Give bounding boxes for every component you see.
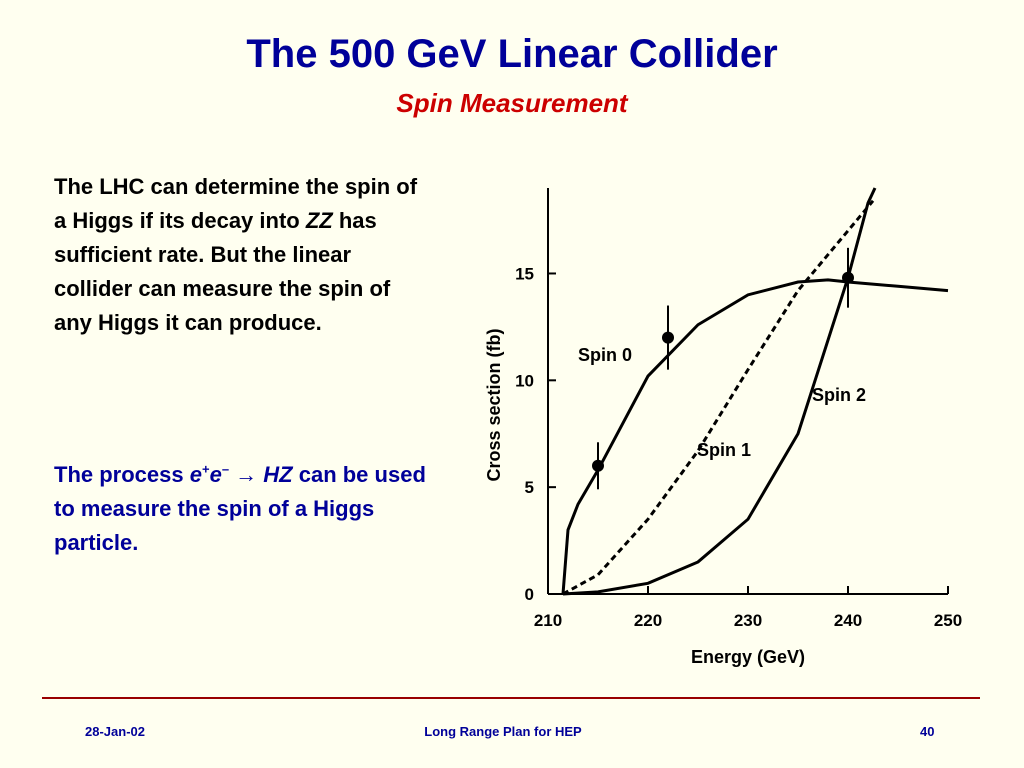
slide-subtitle: Spin Measurement <box>396 88 628 118</box>
y-tick-label: 15 <box>515 264 534 283</box>
text-run: e <box>209 462 222 487</box>
text-run: has sufficient rate. But the linear coll… <box>54 208 391 335</box>
y-tick-label: 5 <box>525 478 534 497</box>
series-label: Spin 2 <box>812 385 866 405</box>
series-line <box>562 199 875 596</box>
text-run: e <box>189 462 202 487</box>
footer-date: 28-Jan-02 <box>85 724 145 739</box>
data-point <box>842 271 854 284</box>
footer-rule <box>42 697 980 699</box>
series-line <box>561 278 949 595</box>
text-run: HZ <box>263 462 293 487</box>
chart: Energy (GeV) Cross section (fb) 210 220 23… <box>484 187 962 667</box>
footer-title: Long Range Plan for HEP <box>424 724 582 739</box>
series-line <box>562 187 877 596</box>
text-run: ZZ <box>305 208 333 233</box>
x-tick-label: 210 <box>534 611 562 630</box>
data-point <box>662 331 674 344</box>
slide-title: The 500 GeV Linear Collider <box>246 32 778 76</box>
series-label: Spin 0 <box>578 345 632 365</box>
text-run: The process <box>54 462 190 487</box>
data-point <box>592 459 604 472</box>
text-run: The LHC can determine the spin of a Higg… <box>54 174 418 233</box>
y-tick-label: 10 <box>515 371 534 390</box>
x-axis-label: Energy (GeV) <box>691 647 805 667</box>
x-tick-label: 250 <box>934 611 962 630</box>
x-tick-label: 220 <box>634 611 662 630</box>
paragraph: The process e+e– → HZ can be used to mea… <box>54 458 429 560</box>
page-number: 40 <box>920 724 935 739</box>
x-tick-label: 240 <box>834 611 862 630</box>
paragraph: The LHC can determine the spin of a Higg… <box>54 170 429 340</box>
x-tick-label: 230 <box>734 611 762 630</box>
series-label: Spin 1 <box>697 440 751 460</box>
y-axis-label: Cross section (fb) <box>484 328 504 481</box>
y-tick-label: 0 <box>525 585 534 604</box>
text-run: + <box>201 461 210 477</box>
text-run: → <box>229 462 264 487</box>
text-run: can be used to measure the spin of a Hig… <box>54 462 426 555</box>
text-run: – <box>221 461 230 477</box>
